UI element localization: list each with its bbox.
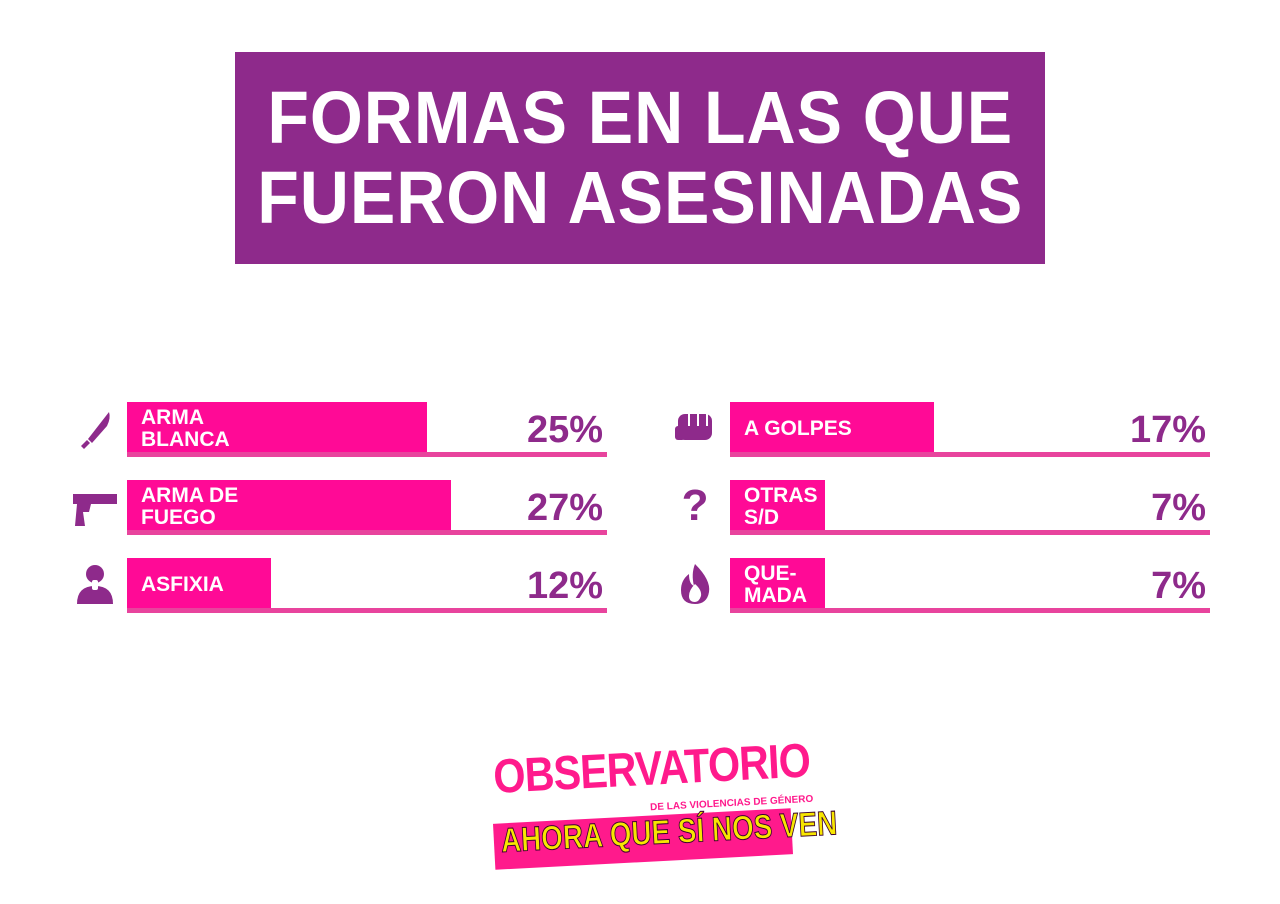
bar-row: ASFIXIA 12% — [77, 558, 607, 613]
category-label: A GOLPES — [744, 417, 852, 440]
value-label: 27% — [527, 487, 603, 529]
bar — [730, 402, 934, 452]
observatorio-logo: OBSERVATORIO DE LAS VIOLENCIAS DE GÉNERO… — [480, 734, 839, 880]
category-label: BLANCA — [141, 428, 230, 451]
title-banner: FORMAS EN LAS QUE FUERON ASESINADAS — [235, 52, 1045, 264]
bar-baseline — [127, 608, 607, 613]
bar — [127, 402, 427, 452]
bar-row: QUE-MADA 7% — [681, 558, 1210, 613]
bar-baseline — [127, 530, 607, 535]
category-label: ARMA — [141, 406, 204, 429]
value-label: 7% — [1151, 487, 1206, 529]
value-label: 17% — [1130, 409, 1206, 451]
bar — [730, 480, 825, 530]
bar — [730, 558, 825, 608]
bar-baseline — [730, 452, 1210, 457]
fist-icon — [675, 414, 712, 440]
bar — [127, 558, 271, 608]
value-label: 12% — [527, 565, 603, 607]
svg-text:?: ? — [682, 481, 709, 530]
asphyxia-icon — [77, 565, 113, 604]
bar — [127, 480, 451, 530]
category-label: S/D — [744, 506, 779, 529]
knife-icon — [81, 412, 110, 449]
value-label: 25% — [527, 409, 603, 451]
logo-title: OBSERVATORIO — [492, 734, 812, 804]
category-label: FUEGO — [141, 506, 216, 529]
category-label: OTRAS — [744, 484, 818, 507]
bar-row: A GOLPES 17% — [675, 402, 1210, 457]
question-icon: ? — [682, 481, 709, 530]
value-label: 7% — [1151, 565, 1206, 607]
bar-baseline — [730, 530, 1210, 535]
category-label: ASFIXIA — [141, 573, 224, 596]
fire-icon — [681, 564, 710, 604]
gun-icon — [73, 494, 117, 526]
category-label: ARMA DE — [141, 484, 238, 507]
title-line-1: FORMAS EN LAS QUE — [267, 76, 1013, 159]
title-line-2: FUERON ASESINADAS — [257, 156, 1023, 239]
bar-baseline — [730, 608, 1210, 613]
category-label: MADA — [744, 584, 807, 607]
category-label: QUE- — [744, 562, 797, 585]
bar-baseline — [127, 452, 607, 457]
